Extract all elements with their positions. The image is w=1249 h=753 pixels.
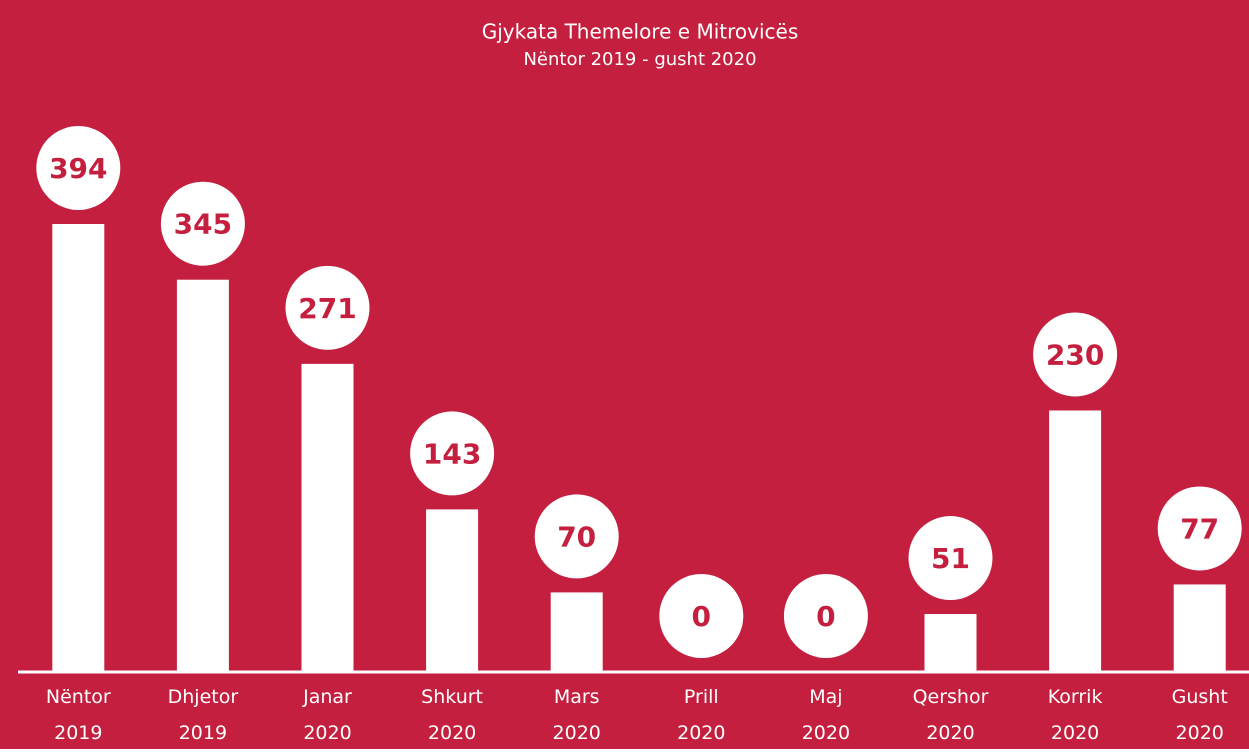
x-tick-label: Prill 2020 xyxy=(677,686,725,744)
bar xyxy=(550,592,603,672)
value-label: 230 xyxy=(1046,338,1104,371)
value-badge xyxy=(1157,486,1242,571)
value-badge xyxy=(659,574,744,658)
chart-title: Gjykata Themelore e Mitrovicës xyxy=(482,20,799,44)
x-tick-label: Dhjetor 2019 xyxy=(168,686,239,744)
bar xyxy=(301,363,354,672)
x-tick-label: Mars 2020 xyxy=(553,686,601,744)
value-badge xyxy=(285,265,370,350)
x-tick-label: Gusht 2020 xyxy=(1172,686,1228,744)
value-label: 0 xyxy=(692,600,711,633)
value-badge xyxy=(783,574,868,658)
chart-subtitle: Nëntor 2019 - gusht 2020 xyxy=(523,49,756,70)
x-tick-label: Qershor 2020 xyxy=(913,686,989,744)
value-label: 143 xyxy=(423,437,481,470)
bar xyxy=(426,509,479,672)
value-badge xyxy=(1033,312,1118,397)
value-badge xyxy=(36,126,121,210)
value-label: 70 xyxy=(557,520,596,553)
bar xyxy=(52,224,105,672)
value-label: 0 xyxy=(816,600,835,633)
x-tick-label: Maj 2020 xyxy=(802,686,850,744)
value-label: 77 xyxy=(1180,512,1219,545)
x-tick-label: Shkurt 2020 xyxy=(421,686,483,744)
bar xyxy=(1173,584,1226,672)
value-badge xyxy=(908,516,993,601)
x-tick-label: Nëntor 2019 xyxy=(46,686,111,744)
bar xyxy=(924,614,977,672)
value-label: 345 xyxy=(174,208,232,241)
x-tick-label: Janar 2020 xyxy=(302,686,352,744)
value-badge xyxy=(160,181,245,266)
value-label: 271 xyxy=(298,292,356,325)
value-badge xyxy=(410,411,495,496)
value-label: 394 xyxy=(49,152,107,185)
bar xyxy=(1049,410,1102,672)
value-label: 51 xyxy=(931,542,970,575)
value-badge xyxy=(534,494,619,579)
bar xyxy=(176,279,229,672)
x-tick-label: Korrik 2020 xyxy=(1048,686,1103,744)
